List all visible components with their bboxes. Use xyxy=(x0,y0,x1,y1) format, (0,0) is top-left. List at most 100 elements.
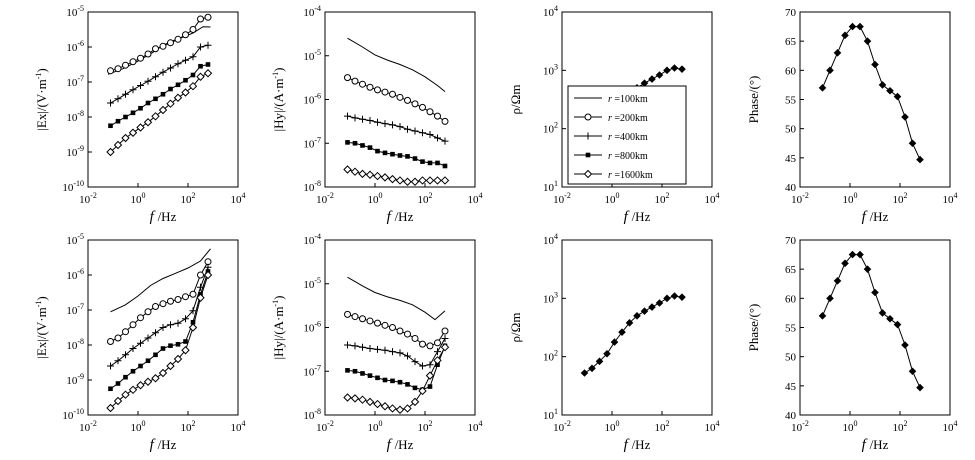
series-r-200km xyxy=(344,74,449,125)
y-tick-label: 10-5 xyxy=(303,48,321,63)
marker-diamond xyxy=(136,381,145,390)
marker-circle xyxy=(114,65,122,73)
marker-circle xyxy=(411,334,419,342)
series-r-200km xyxy=(107,258,212,345)
y-tick-label: 101 xyxy=(543,179,558,194)
marker-diamond xyxy=(203,270,213,280)
marker-plus xyxy=(434,348,441,356)
plot-frame xyxy=(561,11,713,188)
legend-label: r =200km xyxy=(608,113,648,124)
marker-diamond xyxy=(343,165,352,174)
y-axis-label: Phase/(°) xyxy=(746,304,761,352)
x-tick-label: 104 xyxy=(468,191,483,206)
y-tick-label: 10-6 xyxy=(66,267,84,282)
marker-plus xyxy=(389,348,396,356)
marker-filled-diamond xyxy=(901,341,909,349)
marker-filled-diamond xyxy=(848,250,857,259)
marker-circle xyxy=(426,342,434,350)
marker-circle xyxy=(182,31,189,39)
marker-circle xyxy=(122,61,129,69)
y-tick-label: 55 xyxy=(785,95,797,107)
marker-diamond xyxy=(203,69,213,78)
x-tick-label: 104 xyxy=(943,191,958,206)
marker-square xyxy=(138,363,143,369)
series-r-1600km xyxy=(106,69,213,157)
marker-plus xyxy=(359,343,366,351)
marker-diamond xyxy=(425,176,435,185)
marker-diamond xyxy=(106,147,115,157)
marker-square xyxy=(427,384,433,389)
y-tick-label: 50 xyxy=(785,124,797,136)
marker-diamond xyxy=(395,405,405,414)
legend-label: r =800km xyxy=(608,151,648,162)
marker-diamond xyxy=(380,402,390,411)
x-tick-label: 102 xyxy=(655,419,670,434)
chart-bot-ex: 10-2 100 102 104 10-10 10-9 10-8 10-7 10-6 10-5 f … xyxy=(34,232,246,453)
x-tick-label: 100 xyxy=(368,191,383,206)
y-tick-label: 40 xyxy=(785,182,797,194)
marker-circle xyxy=(129,321,137,329)
y-tick-label: 102 xyxy=(543,349,558,364)
marker-filled-diamond xyxy=(603,349,611,358)
marker-circle xyxy=(344,74,351,82)
marker-circle xyxy=(174,296,182,303)
y-tick-label: 55 xyxy=(785,323,797,335)
marker-square xyxy=(153,352,158,358)
marker-filled-diamond xyxy=(618,328,626,336)
marker-square xyxy=(442,163,448,169)
marker-square xyxy=(397,153,403,158)
marker-plus xyxy=(122,351,129,359)
marker-plus xyxy=(137,339,144,347)
marker-filled-diamond xyxy=(901,113,909,121)
marker-circle xyxy=(167,39,174,47)
marker-square xyxy=(405,154,410,159)
marker-diamond xyxy=(166,361,175,371)
marker-circle xyxy=(114,334,122,342)
marker-plus xyxy=(107,99,114,107)
series-r-400km xyxy=(107,41,212,107)
marker-diamond xyxy=(151,112,160,121)
series-line xyxy=(822,254,921,388)
y-tick-label: 10-7 xyxy=(66,74,84,89)
marker-diamond xyxy=(196,72,205,81)
marker-square xyxy=(198,63,203,69)
x-tick-label: 100 xyxy=(843,191,858,206)
marker-diamond xyxy=(373,399,382,409)
y-tick-label: 10-8 xyxy=(66,337,84,352)
marker-filled-diamond xyxy=(826,66,834,75)
marker-plus xyxy=(366,345,374,352)
marker-filled-diamond xyxy=(655,71,664,79)
marker-filled-diamond xyxy=(610,338,619,346)
x-axis-label: f /Hz xyxy=(624,209,651,225)
x-tick-label: 104 xyxy=(231,419,246,434)
series-r-100km xyxy=(347,37,446,92)
marker-circle xyxy=(189,26,197,33)
marker-filled-diamond xyxy=(841,31,849,40)
series-line xyxy=(110,248,211,313)
marker-circle xyxy=(411,100,419,108)
x-tick-label: 102 xyxy=(655,191,670,206)
y-tick-label: 65 xyxy=(785,36,797,48)
marker-square xyxy=(427,160,433,166)
series-r-400km xyxy=(107,263,212,370)
marker-circle xyxy=(366,317,374,325)
marker-square xyxy=(153,96,158,102)
marker-square xyxy=(360,143,365,148)
y-tick-label: 10-4 xyxy=(303,232,321,247)
y-tick-label: 40 xyxy=(785,410,797,422)
y-tick-label: 10-6 xyxy=(303,320,321,335)
marker-filled-diamond xyxy=(640,79,649,87)
marker-plus xyxy=(374,118,381,126)
marker-circle xyxy=(389,90,396,98)
marker-diamond xyxy=(181,346,190,355)
marker-filled-diamond xyxy=(916,383,924,392)
x-tick-label: 104 xyxy=(231,191,246,206)
marker-circle xyxy=(396,327,404,335)
marker-circle xyxy=(389,324,396,331)
series-r-800km xyxy=(108,62,211,129)
marker-filled-diamond xyxy=(856,250,864,259)
marker-plus xyxy=(137,82,144,89)
marker-plus xyxy=(189,307,197,315)
x-tick-label: 102 xyxy=(418,419,433,434)
